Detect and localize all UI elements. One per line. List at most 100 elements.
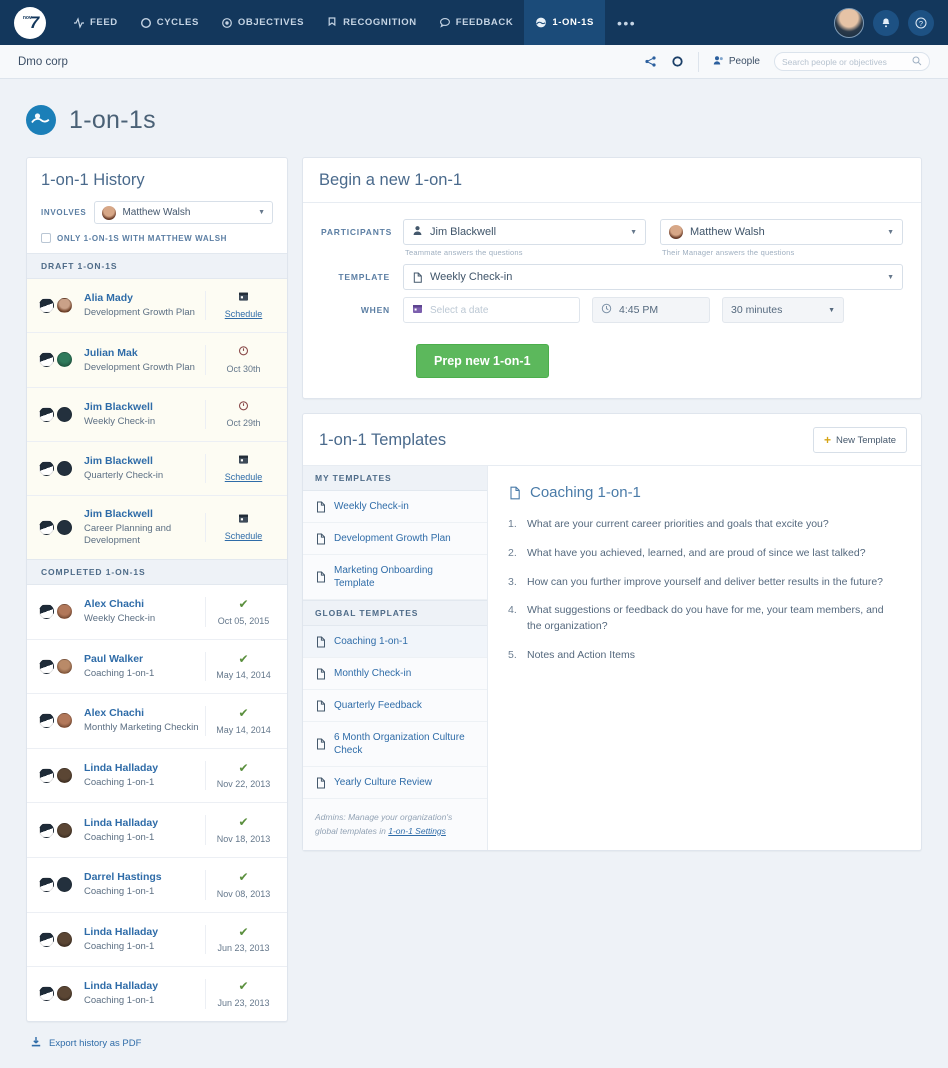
row-main: Alex Chachi Weekly Check-in (84, 598, 205, 625)
row-template-name: Coaching 1-on-1 (84, 831, 155, 843)
row-template-name: Coaching 1-on-1 (84, 777, 155, 789)
avatar (39, 604, 54, 620)
check-icon: ✔ (238, 651, 249, 666)
avatar (39, 298, 54, 314)
template-select[interactable]: Weekly Check-in ▼ (403, 264, 903, 290)
people-button[interactable]: People (697, 51, 760, 72)
row-avatars (39, 352, 75, 368)
avatar (39, 768, 54, 784)
schedule-link[interactable]: Schedule (224, 531, 263, 542)
checkbox[interactable] (41, 233, 51, 243)
logo-mark: 7 (29, 12, 40, 32)
completed-row[interactable]: Linda Halladay Coaching 1-on-1 ✔ Jun 23, 20… (27, 913, 287, 968)
my-template-item[interactable]: Marketing Onboarding Template (303, 555, 487, 600)
avatar (57, 352, 72, 368)
draft-row[interactable]: Alia Mady Development Growth Plan Schedule (27, 279, 287, 334)
row-person-name[interactable]: Darrel Hastings (84, 871, 162, 884)
svg-text:?: ? (919, 19, 923, 28)
my-template-item[interactable]: Weekly Check-in (303, 491, 487, 523)
row-person-name[interactable]: Julian Mak (84, 346, 138, 359)
schedule-link[interactable]: Schedule (224, 309, 263, 320)
settings-link[interactable]: 1-on-1 Settings (388, 825, 446, 836)
row-template-name: Coaching 1-on-1 (84, 886, 155, 898)
one-on-one-icon (535, 17, 547, 29)
participant-1-hint: Teammate answers the questions (405, 248, 523, 257)
prep-new-one-on-one-button[interactable]: Prep new 1-on-1 (416, 344, 549, 378)
participant-2-hint: Their Manager answers the questions (662, 248, 795, 257)
completed-row[interactable]: Paul Walker Coaching 1-on-1 ✔ May 14, 2014 (27, 640, 287, 695)
calendar-icon (212, 454, 275, 469)
notifications-button[interactable] (873, 9, 899, 36)
participant-2-select[interactable]: Matthew Walsh ▼ (660, 219, 903, 245)
date-input[interactable]: Select a date (403, 297, 580, 323)
draft-row[interactable]: Jim Blackwell Quarterly Check-in Schedule (27, 442, 287, 497)
row-template-name: Coaching 1-on-1 (84, 667, 155, 679)
global-template-item[interactable]: Monthly Check-in (303, 658, 487, 690)
history-filter-row: INVOLVES Matthew Walsh ▼ (27, 190, 287, 224)
question-item: 2. What have you achieved, learned, and a… (508, 546, 899, 562)
nav-item-feed[interactable]: FEED (62, 0, 129, 45)
search-input[interactable]: Search people or objectives (774, 52, 930, 71)
nav-item-1-on-1s[interactable]: 1-ON-1S (524, 0, 605, 45)
draft-row[interactable]: Jim Blackwell Career Planning and Develop… (27, 496, 287, 559)
global-template-item[interactable]: 6 Month Organization Culture Check (303, 722, 487, 767)
time-input[interactable]: 4:45 PM (592, 297, 710, 323)
completed-row[interactable]: Linda Halladay Coaching 1-on-1 ✔ Jun 23, 20… (27, 967, 287, 1021)
user-avatar[interactable] (834, 7, 864, 38)
draft-row[interactable]: Jim Blackwell Weekly Check-in Oct 29th (27, 388, 287, 442)
help-button[interactable]: ? (908, 9, 934, 36)
circle-status-icon[interactable] (671, 55, 684, 68)
chevron-down-icon: ▼ (630, 228, 637, 236)
row-person-name[interactable]: Alex Chachi (84, 707, 145, 720)
nav-item-cycles[interactable]: CYCLES (129, 0, 210, 45)
row-person-name[interactable]: Jim Blackwell (84, 400, 153, 413)
row-person-name[interactable]: Linda Halladay (84, 816, 159, 829)
completed-row[interactable]: Alex Chachi Weekly Check-in ✔ Oct 05, 2015 (27, 585, 287, 640)
row-person-name[interactable]: Alia Mady (84, 292, 134, 305)
nav-more-menu[interactable]: ••• (617, 14, 637, 31)
share-icon[interactable] (644, 55, 657, 68)
templates-card: 1-on-1 Templates + New Template MY TEMPL… (302, 413, 922, 852)
schedule-link[interactable]: Schedule (224, 472, 263, 483)
completed-row[interactable]: Darrel Hastings Coaching 1-on-1 ✔ Nov 08, 2… (27, 858, 287, 913)
only-with-checkbox-row[interactable]: ONLY 1-ON-1S WITH MATTHEW WALSH (27, 224, 287, 253)
completed-row[interactable]: Alex Chachi Monthly Marketing Checkin ✔ May… (27, 694, 287, 749)
question-number: 4. (508, 604, 517, 617)
nav-item-recognition[interactable]: RECOGNITION (315, 0, 428, 45)
question-text: What have you achieved, learned, and are… (527, 546, 866, 559)
my-templates-header: MY TEMPLATES (303, 466, 487, 491)
completed-row[interactable]: Linda Halladay Coaching 1-on-1 ✔ Nov 22, 20… (27, 749, 287, 804)
plus-icon: + (823, 433, 831, 447)
row-person-name[interactable]: Linda Halladay (84, 762, 159, 775)
new-template-button[interactable]: + New Template (812, 427, 907, 453)
row-main: Darrel Hastings Coaching 1-on-1 (84, 871, 205, 898)
row-person-name[interactable]: Jim Blackwell (84, 455, 153, 468)
duration-select[interactable]: 30 minutes ▼ (722, 297, 844, 323)
participant-1-select[interactable]: Jim Blackwell ▼ (403, 219, 646, 245)
completed-row[interactable]: Linda Halladay Coaching 1-on-1 ✔ Nov 18, 20… (27, 803, 287, 858)
nav-right-group: ? (834, 7, 934, 38)
involves-select[interactable]: Matthew Walsh ▼ (94, 201, 273, 224)
sub-header-right: People Search people or objectives (644, 51, 930, 72)
row-person-name[interactable]: Linda Halladay (84, 925, 159, 938)
row-avatars (39, 520, 75, 536)
calendar-icon (412, 303, 423, 317)
row-date: Nov 18, 2013 (216, 833, 271, 844)
nav-item-feedback[interactable]: FEEDBACK (428, 0, 525, 45)
global-template-item[interactable]: Yearly Culture Review (303, 767, 487, 799)
nav-item-objectives[interactable]: OBJECTIVES (210, 0, 315, 45)
row-main: Jim Blackwell Weekly Check-in (84, 401, 205, 428)
avatar (57, 520, 72, 536)
row-person-name[interactable]: Jim Blackwell (84, 508, 153, 521)
app-logo[interactable]: nov 7 (14, 6, 46, 39)
my-template-item[interactable]: Development Growth Plan (303, 523, 487, 555)
global-template-item[interactable]: Quarterly Feedback (303, 690, 487, 722)
row-person-name[interactable]: Paul Walker (84, 652, 144, 665)
export-history-button[interactable]: Export history as PDF (30, 1036, 288, 1051)
row-person-name[interactable]: Alex Chachi (84, 598, 145, 611)
question-item: 1. What are your current career prioritie… (508, 517, 899, 533)
draft-row[interactable]: Julian Mak Development Growth Plan Oct 30t… (27, 333, 287, 388)
row-date: Nov 08, 2013 (216, 888, 271, 899)
row-person-name[interactable]: Linda Halladay (84, 980, 159, 993)
global-template-item[interactable]: Coaching 1-on-1 (303, 626, 487, 658)
